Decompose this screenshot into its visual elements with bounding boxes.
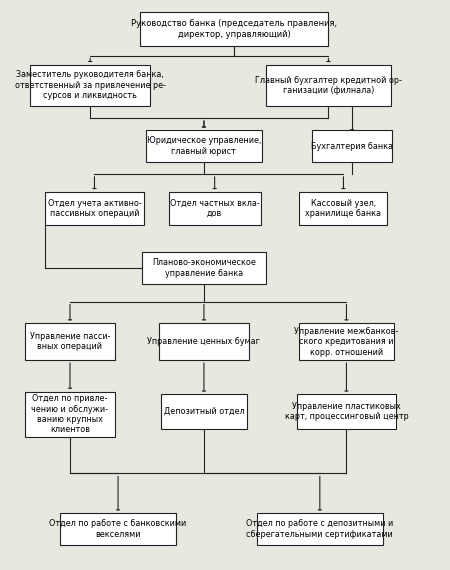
Bar [30, 65, 150, 106]
Bar [299, 192, 387, 225]
Text: Отдел по работе с банковскими
векселями: Отдел по работе с банковскими векселями [50, 519, 187, 539]
Bar [146, 131, 262, 162]
Text: Главный бухгалтер кредитной ор-
ганизации (филнала): Главный бухгалтер кредитной ор- ганизаци… [255, 76, 402, 95]
Bar [161, 394, 247, 429]
Text: Управление пасси-
вных операций: Управление пасси- вных операций [30, 332, 110, 352]
Text: Бухгалтерия банка: Бухгалтерия банка [311, 141, 393, 150]
Text: Кассовый узел,
хранилище банка: Кассовый узел, хранилище банка [306, 199, 382, 218]
Text: Управление межбанков-
ского кредитования и
корр. отношений: Управление межбанков- ского кредитования… [294, 327, 399, 357]
Text: Юридическое управление,
главный юрист: Юридическое управление, главный юрист [147, 136, 261, 156]
Bar [142, 253, 266, 284]
Bar [297, 394, 396, 429]
Bar [312, 131, 392, 162]
Text: Заместитель руководителя банка,
ответственный за привлечение ре-
сурсов и ликвид: Заместитель руководителя банка, ответств… [15, 71, 166, 100]
Bar [299, 323, 394, 360]
Bar [159, 323, 249, 360]
Bar [25, 392, 115, 437]
Text: Отдел учета активно-
пассивных операций: Отдел учета активно- пассивных операций [48, 199, 141, 218]
Bar [140, 12, 328, 46]
Text: Планово-экономическое
управление банка: Планово-экономическое управление банка [152, 258, 256, 278]
Text: Управление пластиковых
карт, процессинговый центр: Управление пластиковых карт, процессинго… [284, 402, 408, 421]
Text: Руководство банка (председатель правления,
директор, управляющий): Руководство банка (председатель правлени… [131, 19, 337, 39]
Bar [256, 514, 383, 544]
Bar [45, 192, 144, 225]
Bar [266, 65, 391, 106]
Text: Депозитный отдел: Депозитный отдел [164, 407, 244, 416]
Text: Отдел частных вкла-
дов: Отдел частных вкла- дов [170, 199, 260, 218]
Text: Управление ценных бумаг: Управление ценных бумаг [148, 337, 261, 346]
Bar [168, 192, 261, 225]
Text: Отдел по привле-
чению и обслужи-
ванию крупных
клиентов: Отдел по привле- чению и обслужи- ванию … [32, 394, 108, 434]
Text: Отдел по работе с депозитными и
сберегательными сертификатами: Отдел по работе с депозитными и сберегат… [246, 519, 393, 539]
Bar [60, 514, 176, 544]
Bar [25, 323, 115, 360]
